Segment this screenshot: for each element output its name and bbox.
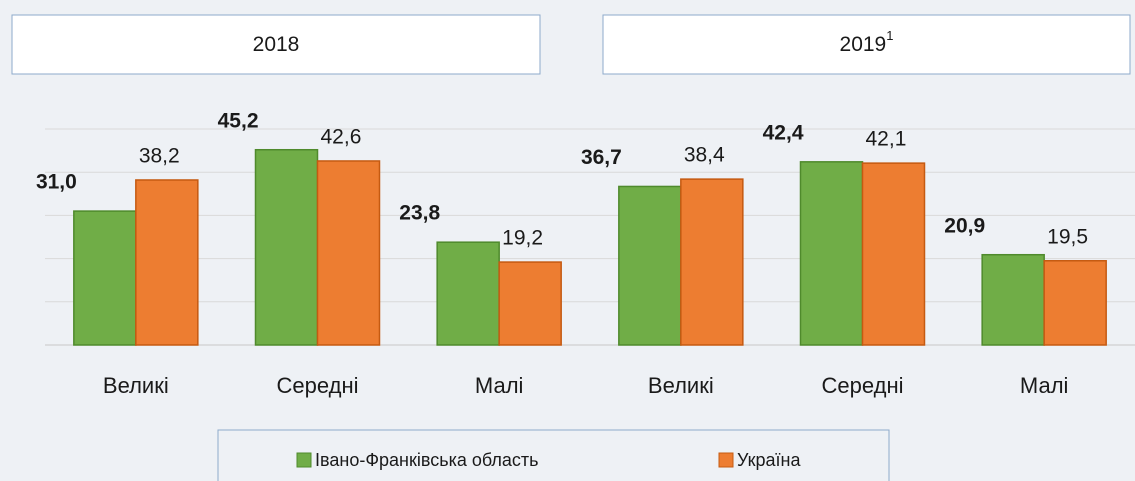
group-label: 2019 [840,33,887,56]
value-label: 19,2 [502,227,543,250]
bar [316,160,381,346]
bar [618,185,682,346]
group-header: 20191 [840,28,894,55]
legend-box [217,429,890,481]
value-label: 20,9 [944,214,985,237]
bar [861,162,926,346]
legend-swatch [296,452,312,468]
group-label: 2018 [253,33,300,56]
value-label: 45,2 [218,109,259,132]
bar [436,241,500,346]
bar [680,178,744,346]
bar [73,210,137,346]
value-label: 42,6 [321,126,362,149]
x-tick-label: Середні [277,373,359,398]
legend-swatch [718,452,734,468]
legend-label: Україна [737,450,801,470]
group-header: 2018 [253,33,300,56]
x-tick-label: Великі [648,373,714,398]
value-label: 38,4 [684,144,725,167]
group-header-box [602,14,1131,75]
bar [799,161,864,346]
bar [981,253,1045,346]
x-tick-label: Великі [103,373,169,398]
bar [135,179,199,346]
value-label: 38,2 [139,145,180,168]
value-label: 36,7 [581,146,622,169]
bar [254,148,319,346]
group-header-box [11,14,541,75]
group-note: 1 [886,28,893,43]
value-label: 42,4 [763,121,804,144]
value-label: 23,8 [399,202,440,225]
x-tick-label: Малі [475,373,524,398]
value-label: 19,5 [1047,225,1088,248]
bar [498,261,562,346]
x-tick-label: Середні [822,373,904,398]
value-label: 42,1 [866,128,907,151]
bar [1043,260,1107,346]
x-tick-label: Малі [1020,373,1069,398]
legend-label: Івано-Франківська область [315,450,539,470]
value-label: 31,0 [36,171,77,194]
